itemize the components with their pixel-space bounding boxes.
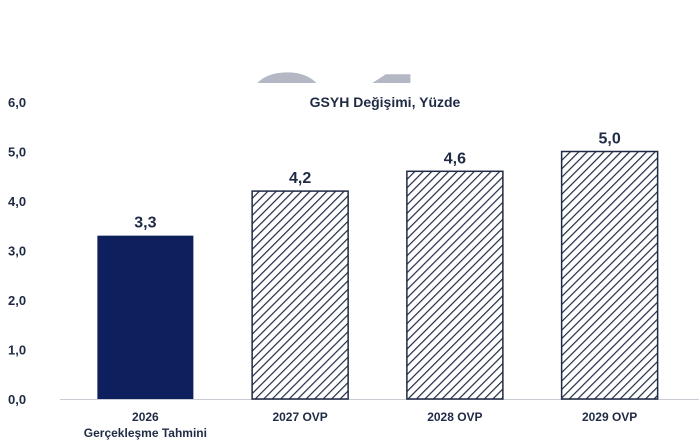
data-label-2: 4,6 [444, 150, 466, 167]
category-label-3: 2029 OVP [582, 410, 637, 424]
y-tick-label: 5,0 [8, 145, 26, 160]
chart-title: GSYH Değişimi, Yüzde [310, 94, 461, 110]
data-label-1: 4,2 [289, 170, 311, 187]
y-tick-label: 6,0 [8, 95, 26, 110]
bar-0 [97, 235, 194, 399]
category-label-0: Gerçekleşme Tahmini [84, 426, 207, 440]
y-tick-label: 3,0 [8, 244, 26, 259]
data-label-0: 3,3 [134, 215, 156, 232]
category-label-0: 2026 [132, 410, 159, 424]
bar-2 [406, 170, 504, 400]
category-label-2: 2028 OVP [427, 410, 482, 424]
y-tick-label: 1,0 [8, 343, 26, 358]
category-label-1: 2027 OVP [272, 410, 327, 424]
y-tick-label: 4,0 [8, 194, 26, 209]
y-tick-label: 2,0 [8, 293, 26, 308]
bar-3 [560, 150, 659, 400]
bar-1 [251, 190, 349, 400]
y-tick-label: 0,0 [8, 392, 26, 407]
data-label-3: 5,0 [599, 131, 621, 148]
watermark-number: 01 [234, 34, 445, 246]
